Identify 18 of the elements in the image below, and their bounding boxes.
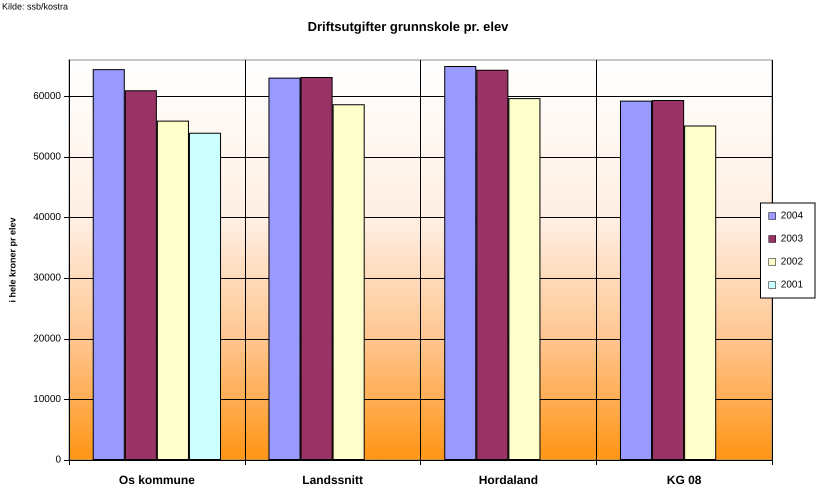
- legend-label: 2004: [780, 210, 804, 222]
- y-tick-label: 20000: [33, 333, 62, 344]
- y-tick-label: 60000: [33, 90, 62, 102]
- y-tick-label: 30000: [33, 272, 62, 284]
- text: Kilde: ssb/kostra: [2, 2, 68, 12]
- chart-title: Driftsutgifter grunnskole pr. elev: [308, 19, 510, 34]
- y-tick-label: 40000: [33, 212, 62, 224]
- y-tick-label: 0: [55, 454, 62, 466]
- x-tick-label: Os kommune: [118, 473, 196, 487]
- y-tick-label: 50000: [33, 151, 62, 162]
- x-tick-label: Landssnitt: [302, 473, 363, 487]
- x-tick-label: KG 08: [666, 473, 702, 487]
- y-tick-label: 10000: [33, 394, 62, 405]
- y-axis-title: i hele kroner pr elev: [8, 217, 18, 303]
- x-tick-label: Hordaland: [478, 473, 538, 487]
- legend-label: 2001: [780, 280, 804, 290]
- legend-label: 2003: [780, 234, 804, 244]
- legend-label: 2002: [780, 256, 804, 268]
